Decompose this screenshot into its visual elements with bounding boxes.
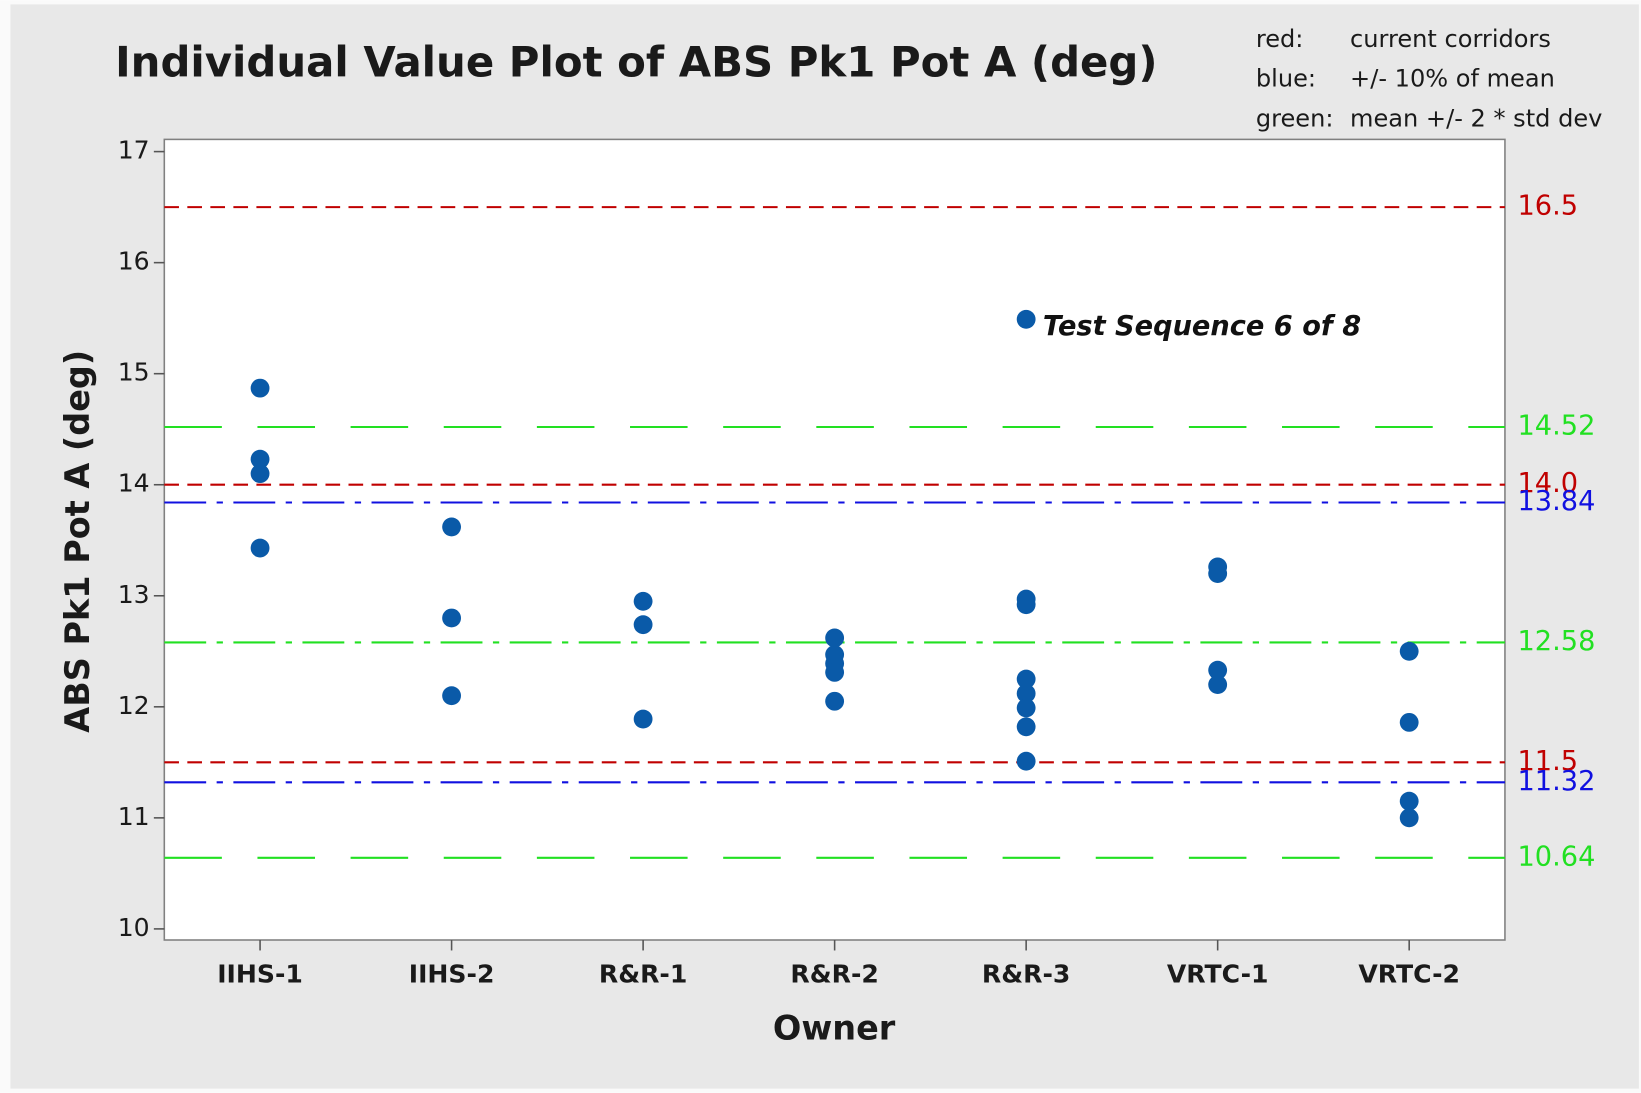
reference-label: 10.64 [1518, 841, 1596, 872]
data-point [442, 686, 462, 706]
reference-label: 11.32 [1518, 766, 1596, 797]
y-tick-label: 11 [118, 802, 150, 831]
x-tick-label: R&R-3 [982, 960, 1070, 989]
data-point [442, 517, 462, 537]
y-tick-label: 15 [118, 358, 150, 387]
x-tick-label: R&R-1 [599, 960, 687, 989]
note-key: green: [1256, 105, 1334, 133]
data-point [1399, 791, 1419, 811]
data-point [250, 449, 270, 469]
reference-label: 14.52 [1518, 410, 1596, 441]
data-point [633, 591, 653, 611]
x-tick-label: VRTC-1 [1167, 960, 1269, 989]
reference-label: 13.84 [1518, 486, 1596, 517]
note-key: blue: [1256, 65, 1316, 93]
y-axis-title: ABS Pk1 Pot A (deg) [58, 350, 97, 733]
data-point [1016, 309, 1036, 329]
data-point [442, 608, 462, 628]
data-point [1016, 669, 1036, 689]
data-point [1016, 698, 1036, 718]
plot-area [163, 138, 1506, 941]
data-point [1016, 595, 1036, 615]
reference-label: 12.58 [1518, 626, 1596, 657]
data-point [1399, 712, 1419, 732]
x-tick-label: VRTC-2 [1358, 960, 1460, 989]
data-point [825, 662, 845, 682]
data-point [825, 628, 845, 648]
data-point [1399, 808, 1419, 828]
reference-label: 11.5 [1518, 746, 1579, 777]
y-tick-label: 17 [118, 136, 150, 165]
y-tick-label: 13 [118, 580, 150, 609]
x-axis-title: Owner [773, 1009, 896, 1048]
data-point [250, 378, 270, 398]
note-key: red: [1256, 25, 1304, 53]
chart-title: Individual Value Plot of ABS Pk1 Pot A (… [115, 38, 1157, 87]
data-point [1016, 751, 1036, 771]
y-tick-label: 12 [118, 691, 150, 720]
x-tick-label: R&R-2 [790, 960, 878, 989]
data-point [250, 464, 270, 484]
y-tick-label: 10 [118, 913, 150, 942]
data-point [1208, 660, 1228, 680]
reference-label: 14.0 [1518, 468, 1579, 499]
annotation: Test Sequence 6 of 8 [1043, 311, 1361, 342]
data-point [1208, 564, 1228, 583]
data-point [1016, 717, 1036, 737]
note-text: mean +/- 2 * std dev [1350, 105, 1602, 133]
y-tick-label: 14 [118, 469, 150, 498]
note-text: +/- 10% of mean [1350, 65, 1555, 93]
data-point [1016, 684, 1036, 703]
data-point [633, 615, 653, 635]
reference-label: 16.5 [1518, 191, 1579, 222]
data-point [825, 691, 845, 711]
data-point [250, 538, 270, 558]
note-text: current corridors [1350, 25, 1551, 53]
x-tick-label: IIHS-2 [409, 960, 495, 989]
data-point [1208, 675, 1228, 695]
data-point [633, 709, 653, 729]
data-point [1399, 641, 1419, 661]
y-tick-label: 16 [118, 247, 150, 276]
x-tick-label: IIHS-1 [217, 960, 303, 989]
